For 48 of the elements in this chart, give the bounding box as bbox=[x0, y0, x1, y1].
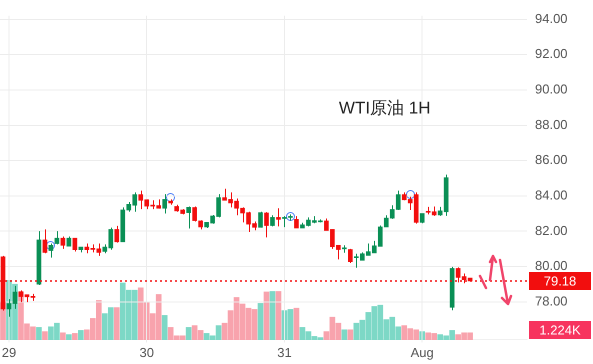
bar bbox=[294, 308, 300, 340]
candlestick bbox=[270, 214, 275, 227]
y-tick-label: 90.00 bbox=[535, 82, 568, 97]
bar bbox=[276, 291, 282, 340]
candlestick bbox=[114, 225, 120, 244]
bar bbox=[42, 331, 48, 340]
candlestick bbox=[258, 211, 263, 228]
candlestick bbox=[42, 228, 48, 254]
candlestick bbox=[60, 236, 66, 250]
y-tick-label: 82.00 bbox=[535, 222, 568, 238]
y-tick-label: 80.00 bbox=[535, 258, 568, 274]
y-tick-label: 94.00 bbox=[535, 10, 568, 26]
y-tick-label: 92.00 bbox=[535, 46, 568, 62]
text: 1.224K bbox=[539, 322, 581, 338]
text: WTI原油 1H bbox=[338, 98, 431, 118]
bar bbox=[348, 329, 354, 340]
y-tick-label: 86.00 bbox=[535, 152, 568, 168]
bar bbox=[66, 334, 72, 340]
candlestick bbox=[264, 212, 269, 238]
y-tick-label: 88.00 bbox=[535, 116, 568, 132]
bar bbox=[114, 307, 120, 340]
x-tick-label: 30 bbox=[139, 344, 154, 360]
x-tick-label: 31 bbox=[277, 344, 292, 360]
y-tick-label: 78.00 bbox=[535, 293, 568, 308]
bar bbox=[78, 330, 84, 340]
bar bbox=[36, 327, 42, 340]
bar bbox=[270, 291, 276, 340]
x-tick-label: 29 bbox=[2, 344, 16, 360]
bar bbox=[264, 292, 270, 340]
candlestick bbox=[294, 216, 299, 228]
candlestick bbox=[186, 206, 191, 230]
bar bbox=[258, 303, 264, 340]
candlestick bbox=[72, 238, 78, 252]
candlestick bbox=[162, 194, 168, 214]
candlestick bbox=[54, 230, 60, 245]
candlestick bbox=[276, 208, 281, 227]
candlestick bbox=[66, 236, 72, 247]
x-tick-label: Aug bbox=[410, 344, 434, 360]
candlestick bbox=[48, 243, 54, 258]
bar bbox=[60, 332, 66, 340]
bar bbox=[342, 329, 348, 340]
candlestick bbox=[420, 213, 425, 224]
bar bbox=[162, 315, 168, 340]
ref-line-label: 79.18 bbox=[544, 274, 576, 289]
bar bbox=[186, 327, 192, 340]
bar bbox=[72, 333, 78, 340]
candlestick bbox=[348, 248, 353, 264]
y-tick-label: 84.00 bbox=[535, 187, 568, 202]
